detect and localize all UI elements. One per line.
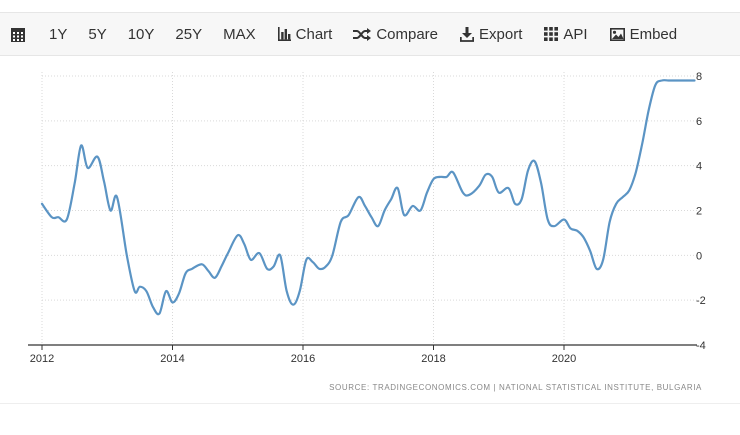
series-layer [40, 79, 696, 316]
image-icon [609, 27, 625, 41]
grid-lines [41, 72, 697, 345]
bar-chart-icon [277, 27, 291, 41]
grid-icon [544, 27, 559, 41]
compare-button[interactable]: Compare [353, 12, 438, 56]
x-tick-label: 2012 [30, 353, 54, 365]
source-note: SOURCE: TRADINGECONOMICS.COM | NATIONAL … [329, 383, 702, 392]
chart-label: Chart [295, 25, 333, 43]
api-label: API [563, 25, 588, 43]
compare-label: Compare [376, 25, 439, 43]
y-axis-ticks: -4 -2 0 2 4 6 8 [696, 71, 706, 352]
inflation-line-chart: -4 -2 0 2 4 6 8 2012 2014 2016 2018 2020 SOURCE: T… [28, 71, 706, 392]
range-5y-button[interactable]: 5Y [88, 25, 107, 43]
y-tick-label: 0 [696, 250, 702, 262]
x-tick-label: 2016 [291, 353, 315, 365]
embed-button[interactable]: Embed [609, 12, 678, 56]
download-icon [460, 26, 475, 42]
x-axis-ticks: 2012 2014 2016 2018 2020 [30, 345, 576, 365]
x-tick-label: 2014 [160, 353, 184, 365]
chart-area: -4 -2 0 2 4 6 8 2012 2014 2016 2018 2020 SOURCE: T… [0, 56, 740, 430]
calendar-icon[interactable] [11, 12, 30, 56]
series-line-0 [40, 79, 696, 316]
range-10y-button[interactable]: 10Y [127, 25, 155, 43]
y-tick-label: 2 [696, 206, 702, 218]
y-tick-label: 4 [696, 161, 702, 173]
x-tick-label: 2020 [552, 353, 576, 365]
api-button[interactable]: API [544, 12, 588, 56]
range-1y-button[interactable]: 1Y [49, 25, 68, 43]
y-tick-label: 6 [696, 116, 702, 128]
x-tick-label: 2018 [421, 353, 445, 365]
chart-toolbar: 1Y 5Y 10Y 25Y MAX Chart Compare Export A… [0, 12, 740, 56]
shuffle-icon [353, 27, 372, 41]
y-tick-label: 8 [696, 71, 702, 83]
embed-label: Embed [629, 25, 678, 43]
export-label: Export [479, 25, 523, 43]
range-max-button[interactable]: MAX [223, 25, 256, 43]
chart-button[interactable]: Chart [277, 12, 333, 56]
y-tick-label: -4 [696, 340, 706, 352]
bottom-divider [0, 403, 740, 404]
y-tick-label: -2 [696, 295, 706, 307]
range-25y-button[interactable]: 25Y [175, 25, 203, 43]
export-button[interactable]: Export [460, 12, 522, 56]
